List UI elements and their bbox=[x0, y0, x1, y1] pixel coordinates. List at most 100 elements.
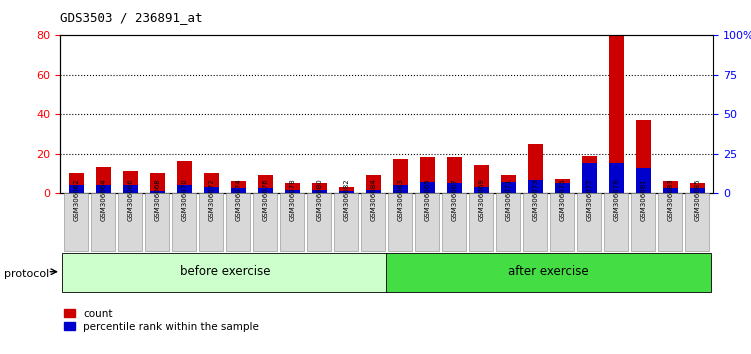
Text: protocol: protocol bbox=[4, 269, 49, 279]
Text: GSM306076: GSM306076 bbox=[262, 178, 268, 221]
Bar bbox=[123, 185, 137, 193]
Bar bbox=[388, 193, 412, 251]
Bar bbox=[528, 180, 543, 193]
Bar bbox=[578, 193, 601, 251]
Bar bbox=[204, 187, 219, 193]
Text: GSM306066: GSM306066 bbox=[127, 178, 133, 221]
Text: GSM306068: GSM306068 bbox=[154, 178, 160, 221]
Legend: count, percentile rank within the sample: count, percentile rank within the sample bbox=[60, 304, 263, 336]
Text: GSM306064: GSM306064 bbox=[101, 178, 107, 221]
Bar bbox=[65, 193, 88, 251]
Bar bbox=[415, 193, 439, 251]
Bar bbox=[150, 173, 164, 193]
Bar bbox=[393, 159, 408, 193]
Text: GSM306073: GSM306073 bbox=[532, 178, 538, 221]
Bar bbox=[312, 190, 327, 193]
Bar bbox=[636, 168, 650, 193]
Bar bbox=[339, 192, 354, 193]
Bar bbox=[469, 193, 493, 251]
Bar bbox=[280, 193, 304, 251]
Bar bbox=[366, 175, 381, 193]
Bar bbox=[173, 193, 196, 251]
Bar bbox=[632, 193, 655, 251]
Text: GSM306081: GSM306081 bbox=[641, 178, 647, 221]
Bar bbox=[146, 193, 169, 251]
Bar bbox=[690, 183, 704, 193]
Bar bbox=[555, 183, 570, 193]
Bar bbox=[442, 193, 466, 251]
Text: GSM306085: GSM306085 bbox=[694, 178, 700, 221]
Bar bbox=[609, 35, 623, 193]
Text: GSM306062: GSM306062 bbox=[74, 178, 80, 221]
Bar bbox=[226, 193, 250, 251]
Text: GSM306077: GSM306077 bbox=[587, 178, 593, 221]
Bar bbox=[150, 192, 164, 193]
Text: GSM306063: GSM306063 bbox=[397, 178, 403, 221]
Bar bbox=[447, 158, 462, 193]
Bar bbox=[686, 193, 709, 251]
Text: GSM306065: GSM306065 bbox=[424, 178, 430, 221]
Bar bbox=[420, 182, 435, 193]
Text: GSM306082: GSM306082 bbox=[343, 178, 349, 221]
Bar bbox=[550, 193, 574, 251]
Text: after exercise: after exercise bbox=[508, 265, 589, 278]
Bar bbox=[176, 161, 192, 193]
Bar bbox=[636, 120, 650, 193]
Bar bbox=[176, 185, 192, 193]
Bar bbox=[393, 185, 408, 193]
Bar bbox=[474, 165, 489, 193]
Bar bbox=[361, 193, 385, 251]
Bar bbox=[690, 188, 704, 193]
Bar bbox=[447, 183, 462, 193]
Text: GDS3503 / 236891_at: GDS3503 / 236891_at bbox=[60, 11, 203, 24]
Bar bbox=[253, 193, 277, 251]
Bar bbox=[204, 173, 219, 193]
Text: GSM306074: GSM306074 bbox=[235, 178, 241, 221]
Bar bbox=[200, 193, 223, 251]
Bar bbox=[366, 190, 381, 193]
Bar bbox=[69, 185, 83, 193]
Bar bbox=[96, 185, 110, 193]
Bar bbox=[123, 171, 137, 193]
Text: GSM306084: GSM306084 bbox=[370, 178, 376, 221]
Bar bbox=[609, 163, 623, 193]
Bar bbox=[501, 175, 516, 193]
Bar bbox=[285, 190, 300, 193]
Bar bbox=[659, 193, 682, 251]
Bar bbox=[386, 253, 711, 292]
Text: GSM306070: GSM306070 bbox=[181, 178, 187, 221]
Bar bbox=[339, 187, 354, 193]
Text: GSM306069: GSM306069 bbox=[478, 178, 484, 221]
Text: GSM306080: GSM306080 bbox=[316, 178, 322, 221]
Bar bbox=[312, 183, 327, 193]
Text: GSM306079: GSM306079 bbox=[614, 178, 620, 221]
Bar bbox=[258, 175, 273, 193]
Text: GSM306075: GSM306075 bbox=[559, 178, 566, 221]
Text: GSM306067: GSM306067 bbox=[451, 178, 457, 221]
Bar bbox=[528, 144, 543, 193]
Bar bbox=[605, 193, 628, 251]
Bar bbox=[663, 188, 677, 193]
Bar bbox=[420, 158, 435, 193]
Bar bbox=[496, 193, 520, 251]
Bar bbox=[231, 188, 246, 193]
Bar bbox=[285, 183, 300, 193]
Bar bbox=[96, 167, 110, 193]
Bar bbox=[307, 193, 331, 251]
Bar bbox=[258, 188, 273, 193]
Text: GSM306072: GSM306072 bbox=[208, 178, 214, 221]
Bar bbox=[663, 181, 677, 193]
Bar bbox=[582, 155, 597, 193]
Text: GSM306078: GSM306078 bbox=[289, 178, 295, 221]
Bar bbox=[92, 193, 115, 251]
Text: before exercise: before exercise bbox=[179, 265, 270, 278]
Bar bbox=[474, 187, 489, 193]
Bar bbox=[582, 163, 597, 193]
Bar bbox=[555, 179, 570, 193]
Bar bbox=[119, 193, 142, 251]
Bar bbox=[501, 182, 516, 193]
Text: GSM306071: GSM306071 bbox=[505, 178, 511, 221]
Bar bbox=[231, 181, 246, 193]
Bar bbox=[69, 173, 83, 193]
Bar bbox=[334, 193, 358, 251]
